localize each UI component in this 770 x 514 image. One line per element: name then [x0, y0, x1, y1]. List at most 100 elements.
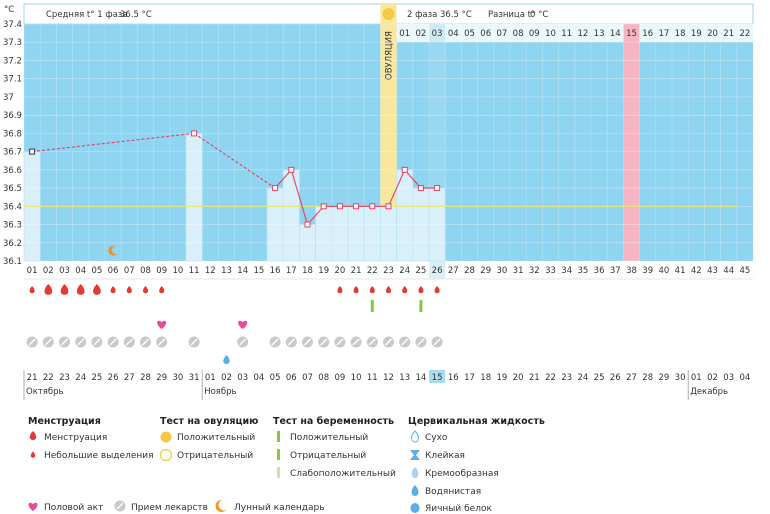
calendar-date-label: 04 [739, 373, 750, 383]
medicine-pill-stripe [190, 338, 198, 346]
y-tick-label: 37.3 [3, 38, 22, 48]
temp-bar-day-21 [347, 206, 365, 262]
medicine-pill-stripe [336, 338, 344, 346]
calendar-date-label: 23 [561, 373, 572, 383]
calendar-date-label: 03 [237, 373, 248, 383]
medicine-pill-stripe [61, 338, 68, 346]
cycle-day-label: 02 [43, 266, 54, 276]
cycle-day-label: 13 [221, 266, 232, 276]
diff-value: 0 °C [530, 10, 548, 20]
y-tick-label: 36.2 [3, 239, 22, 249]
spotting-drop-icon [29, 286, 35, 294]
calendar-date-label: 26 [610, 373, 621, 383]
phase2-day-label: 21 [723, 29, 734, 39]
intercourse-heart-icon [157, 320, 167, 329]
legend-intercourse-heart-icon [28, 502, 38, 511]
medicine-pill-stripe [401, 338, 409, 346]
highlight-column [623, 24, 640, 261]
phase2-day-label: 18 [675, 29, 686, 39]
medicine-pill-stripe [433, 338, 441, 346]
legend-cervical-title: Цервикальная жидкость [408, 416, 545, 427]
temp-point-day-21 [353, 203, 360, 210]
legend-cervical-item: Яичный белок [425, 504, 492, 514]
legend-bottom-item: Лунный календарь [234, 503, 325, 513]
legend-ovulation-item: Отрицательный [177, 451, 253, 461]
calendar-date-label: 23 [59, 373, 70, 383]
temp-point-day-20 [336, 203, 343, 210]
cycle-day-label: 20 [334, 266, 345, 276]
spotting-drop-icon [402, 286, 408, 294]
phase2-day-label: 02 [415, 29, 426, 39]
cycle-day-label: 28 [464, 266, 475, 276]
calendar-date-label: 21 [529, 373, 540, 383]
calendar-date-label: 06 [286, 373, 297, 383]
legend-ovulation-item: Положительный [177, 433, 255, 443]
menstruation-drop-icon [60, 284, 69, 295]
legend-pregnancy-item: Слабоположительный [290, 469, 396, 479]
medicine-pill-stripe [109, 338, 117, 346]
medicine-pill-stripe [304, 338, 311, 346]
phase2-day-label: 07 [496, 29, 507, 39]
calendar-date-label: 25 [594, 373, 605, 383]
cycle-day-label: 34 [561, 266, 572, 276]
cycle-day-label: 10 [172, 266, 183, 276]
medicine-pill-stripe [142, 338, 149, 346]
legend-pregnancy-item: Положительный [290, 433, 368, 443]
calendar-date-label: 18 [480, 373, 491, 383]
calendar-date-label: 24 [75, 373, 86, 383]
cycle-day-label: 11 [189, 266, 200, 276]
temp-bar-day-23 [380, 206, 397, 262]
legend-bottom-item: Половой акт [44, 503, 103, 513]
legend-menstruation-item: Менструация [44, 433, 107, 443]
phase2-day-label: 13 [594, 29, 605, 39]
temp-line-segment [193, 132, 276, 189]
calendar-date-label: 12 [383, 373, 394, 383]
medicine-pill-stripe [239, 338, 247, 346]
temp-point-day-24 [401, 166, 408, 173]
cycle-day-label: 08 [140, 266, 151, 276]
calendar-date-label: 30 [675, 373, 686, 383]
legend-cervical-sticky-icon [410, 450, 420, 460]
phase2-day-label: 10 [545, 29, 556, 39]
y-tick-label: 37 [3, 93, 14, 103]
calendar-date-label: 21 [27, 373, 38, 383]
cycle-day-label: 36 [594, 266, 605, 276]
calendar-date-label: 28 [140, 373, 151, 383]
cycle-day-label: 35 [577, 266, 588, 276]
temp-line-segment [387, 169, 406, 207]
medicine-pill-stripe [93, 338, 101, 346]
phase2-day-label: 06 [480, 29, 491, 39]
cycle-day-label: 38 [626, 266, 637, 276]
cycle-day-label: 22 [367, 266, 378, 276]
y-tick-label: 36.6 [3, 166, 22, 176]
calendar-date-label: 13 [399, 373, 410, 383]
cycle-day-label: 17 [286, 266, 297, 276]
calendar-date-label: 30 [172, 373, 183, 383]
month-label: Октябрь [26, 387, 64, 397]
legend-moon-icon [215, 499, 226, 512]
medicine-pill-stripe [368, 338, 376, 346]
legend-pregnancy-weak-icon [277, 467, 280, 478]
calendar-date-label: 31 [189, 373, 200, 383]
pregnancy-test-icon [419, 300, 423, 312]
calendar-date-label: 04 [253, 373, 264, 383]
spotting-drop-icon [418, 286, 424, 294]
spotting-drop-icon [353, 286, 359, 294]
legend-menstruation-drop-icon [29, 431, 37, 440]
phase1-label: Средняя t° 1 фаза [46, 10, 128, 20]
phase2-day-label: 14 [610, 29, 621, 39]
y-tick-label: 36.5 [3, 184, 22, 194]
temp-point-day-17 [288, 166, 295, 173]
cycle-day-label: 44 [723, 266, 734, 276]
spotting-drop-icon [110, 286, 116, 294]
medicine-pill-stripe [44, 338, 52, 346]
y-tick-label: 36.9 [3, 111, 22, 121]
menstruation-drop-icon [44, 284, 53, 295]
cycle-day-label: 41 [675, 266, 686, 276]
temp-bar-day-19 [315, 206, 333, 262]
cycle-day-label: 16 [270, 266, 281, 276]
calendar-date-label: 27 [626, 373, 637, 383]
calendar-date-label: 20 [513, 373, 524, 383]
phase2-day-label: 09 [529, 29, 540, 39]
ovulation-label: ОВУЛЯЦИЯ [385, 31, 395, 80]
